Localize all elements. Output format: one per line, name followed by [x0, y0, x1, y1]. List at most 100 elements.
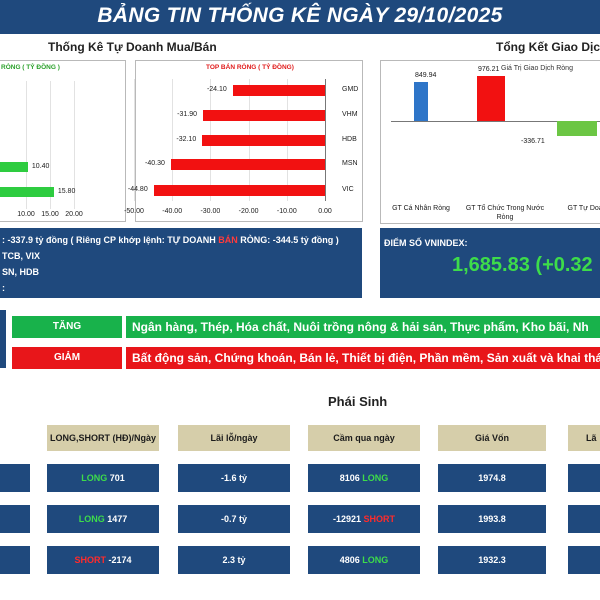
sector-down-tag: GIẢM: [12, 347, 122, 369]
chart2-tick-label: 0.00: [318, 208, 332, 215]
deriv-left-stub: [0, 505, 30, 533]
chart1-tick-label: 10.00: [17, 211, 35, 218]
deriv-position-cell: SHORT -2174: [47, 546, 159, 574]
deriv-position-cell: LONG 701: [47, 464, 159, 492]
chart2-gridline: [134, 79, 135, 201]
deriv-left-stub: [0, 464, 30, 492]
chart2-bar: [153, 185, 325, 196]
deriv-hold-direction: LONG: [362, 473, 389, 483]
chart3-category-label: GT Tổ Chức Trong Nước Ròng: [465, 205, 545, 221]
tu-doanh-summary-box: : -337.9 tỷ đồng ( Riêng CP khớp lệnh: T…: [0, 228, 362, 298]
vnindex-value: 1,685.83 (+0.32: [452, 254, 593, 276]
chart2-bar: [203, 110, 325, 121]
deriv-position-number: -2174: [105, 555, 132, 565]
chart-title-mua-rong: RÒNG ( TỶ ĐỒNG ): [1, 64, 60, 71]
section-title-phai-sinh: Phái Sinh: [328, 394, 388, 409]
chart3-bar: [414, 81, 428, 121]
chart-top-mua-rong: RÒNG ( TỶ ĐỒNG ) 10.00 15.00 20.00 10.40 15.…: [0, 60, 126, 222]
section-title-tong-ket: Tổng Kết Giao Dịch: [496, 40, 600, 54]
section-title-tu-doanh: Thống Kê Tự Doanh Mua/Bán: [48, 40, 217, 54]
deriv-hold-direction: LONG: [362, 555, 389, 565]
page-title: BẢNG TIN THỐNG KÊ NGÀY 29/10/2025: [97, 4, 503, 27]
deriv-left-stub: [0, 546, 30, 574]
header-banner: BẢNG TIN THỐNG KÊ NGÀY 29/10/2025: [0, 0, 600, 34]
chart3-value-label: 849.94: [415, 71, 437, 79]
chart2-tick-label: -40.00: [162, 208, 183, 215]
deriv-position-number: 1477: [104, 514, 128, 524]
chart1-gridline: [74, 81, 75, 209]
deriv-hold-cell: 4806 LONG: [308, 546, 420, 574]
chart2-category-label: VIC: [342, 186, 354, 193]
chart2-tick-label: -10.00: [276, 208, 297, 215]
deriv-hold-number: -12921: [332, 514, 364, 524]
chart-title-ban-rong: TOP BÁN RÒNG ( TỶ ĐỒNG): [206, 64, 294, 71]
chart2-value-label: -31.90: [177, 111, 197, 118]
sector-up-list: Ngân hàng, Thép, Hóa chất, Nuôi trồng nô…: [126, 316, 600, 338]
chart3-bar: [557, 121, 597, 137]
chart3-value-label: -336.71: [521, 138, 545, 145]
chart-title-gia-tri: Giá Trị Giao Dịch Ròng: [501, 65, 573, 72]
deriv-hold-number: 8106: [339, 473, 363, 483]
header-lai-lo: Lãi lỗ/ngày: [178, 425, 290, 451]
chart2-value-label: -44.80: [127, 186, 148, 193]
chart1-bar: [0, 187, 54, 197]
header-long-short: LONG,SHORT (HĐ)/Ngày: [47, 425, 159, 451]
summary-line-1: : -337.9 tỷ đồng ( Riêng CP khớp lệnh: T…: [2, 235, 339, 245]
deriv-right-stub: [568, 505, 600, 533]
chart2-zero-axis: [325, 79, 326, 201]
deriv-hold-cell: 8106 LONG: [308, 464, 420, 492]
deriv-hold-cell: -12921 SHORT: [308, 505, 420, 533]
chart3-baseline: [391, 121, 600, 122]
chart2-gridline: [172, 79, 174, 201]
deriv-position-cell: LONG 1477: [47, 505, 159, 533]
summary-line-3: SN, HDB: [2, 267, 40, 277]
vnindex-label: ĐIỂM SỐ VNINDEX:: [384, 238, 468, 248]
chart1-bar: [0, 162, 28, 172]
deriv-hold-number: 4806: [339, 555, 363, 565]
deriv-position-direction: LONG: [78, 514, 105, 524]
chart2-value-label: -40.30: [145, 160, 165, 167]
vnindex-box: ĐIỂM SỐ VNINDEX: 1,685.83 (+0.32: [380, 228, 600, 298]
deriv-pnl-cell: -1.6 tỷ: [178, 464, 290, 492]
chart2-bar: [232, 85, 325, 96]
deriv-cost-cell: 1974.8: [438, 464, 546, 492]
chart3-category-label: GT Tự Doanh: [567, 205, 600, 212]
chart2-bar: [171, 159, 325, 170]
deriv-cost-cell: 1993.8: [438, 505, 546, 533]
chart-top-ban-rong: TOP BÁN RÒNG ( TỶ ĐỒNG) -50.00 -40.00 -30.…: [124, 60, 363, 222]
chart3-bar: [477, 76, 505, 121]
chart-gia-tri-giao-dich-rong: Giá Trị Giao Dịch Ròng 849.94 976.21 -336.…: [380, 60, 600, 224]
deriv-pnl-cell: 2.3 tỷ: [178, 546, 290, 574]
chart3-category-label: GT Cá Nhân Ròng: [392, 205, 450, 212]
sector-side-strip: [0, 310, 6, 368]
chart3-value-label: 976.21: [478, 66, 500, 74]
chart1-tick-label: 20.00: [65, 211, 83, 218]
deriv-right-stub: [568, 546, 600, 574]
chart2-value-label: -24.10: [206, 86, 227, 93]
deriv-cost-cell: 1932.3: [438, 546, 546, 574]
sector-up-tag: TĂNG: [12, 316, 122, 338]
summary-line-2: TCB, VIX: [2, 251, 41, 261]
chart1-value-label: 10.40: [31, 163, 50, 170]
chart1-gridline: [26, 81, 27, 209]
chart2-category-label: HDB: [342, 136, 357, 143]
chart1-tick-label: 15.00: [41, 211, 59, 218]
deriv-pnl-cell: -0.7 tỷ: [178, 505, 290, 533]
chart2-category-label: MSN: [342, 160, 358, 167]
deriv-right-stub: [568, 464, 600, 492]
chart1-gridline: [50, 81, 51, 209]
deriv-position-direction: SHORT: [74, 555, 106, 565]
sector-down-list: Bất động sản, Chứng khoán, Bán lẻ, Thiết…: [126, 347, 600, 369]
chart2-category-label: VHM: [342, 111, 358, 118]
deriv-hold-direction: SHORT: [363, 514, 396, 524]
chart2-tick-label: -50.00: [124, 208, 144, 215]
header-cam-qua-ngay: Cầm qua ngày: [308, 425, 420, 451]
chart1-value-label: 15.80: [57, 188, 76, 195]
chart2-bar: [202, 135, 325, 146]
chart2-value-label: -32.10: [176, 136, 197, 143]
chart2-tick-label: -30.00: [200, 208, 221, 215]
chart2-tick-label: -20.00: [238, 208, 259, 215]
deriv-position-number: 701: [107, 473, 125, 483]
chart2-category-label: GMD: [342, 86, 359, 93]
deriv-position-direction: LONG: [81, 473, 108, 483]
